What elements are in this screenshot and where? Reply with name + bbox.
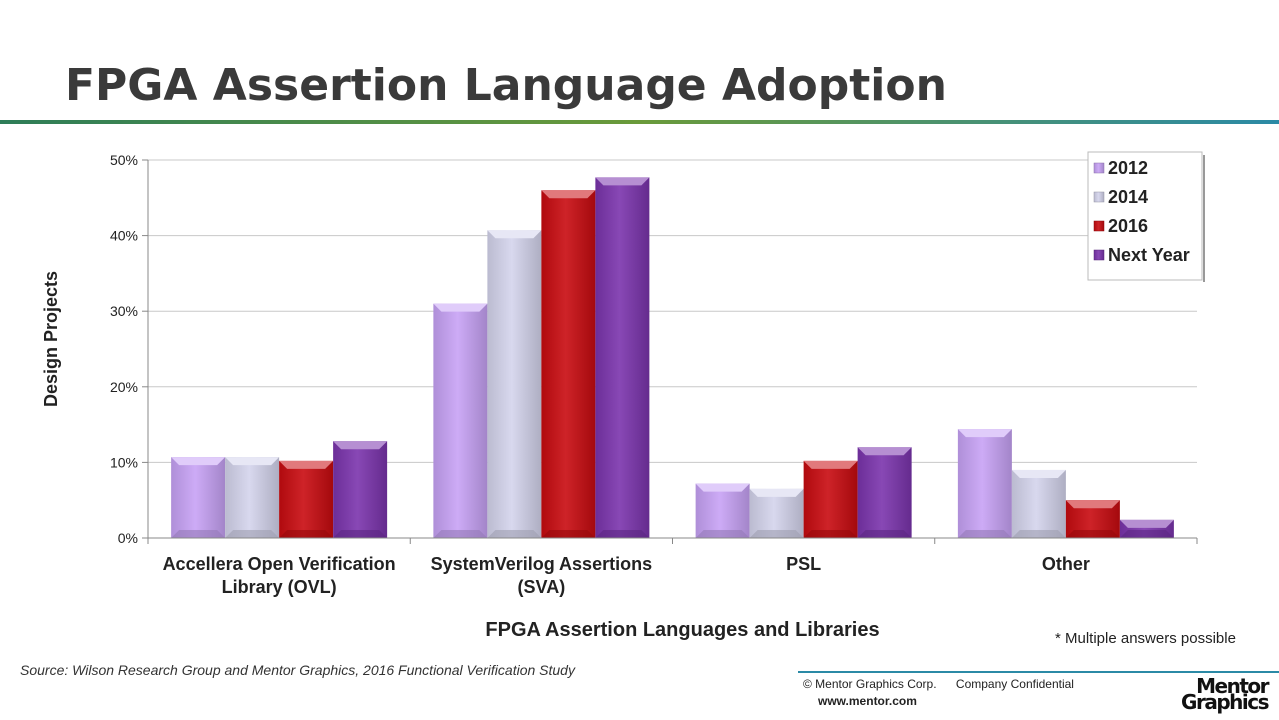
legend-swatch (1093, 220, 1105, 232)
legend-label: Next Year (1108, 245, 1190, 265)
source-citation: Source: Wilson Research Group and Mentor… (20, 662, 575, 678)
bar (433, 303, 488, 538)
bar (695, 483, 750, 538)
footnote: * Multiple answers possible (1055, 630, 1236, 647)
x-category-label: Library (OVL) (222, 577, 337, 597)
chart-legend: 2012 2014 2016 Next Year (1087, 151, 1205, 282)
copyright-line: © Mentor Graphics Corp. Company Confiden… (803, 677, 1090, 691)
y-tick-label: 30% (110, 303, 138, 319)
bar (803, 460, 858, 538)
bar (957, 429, 1012, 538)
y-tick-label: 40% (110, 228, 138, 244)
y-tick-label: 20% (110, 379, 138, 395)
bar (1119, 519, 1174, 538)
bar (1011, 469, 1066, 538)
x-axis-title: FPGA Assertion Languages and Libraries (485, 619, 879, 640)
legend-box (1087, 151, 1203, 281)
legend-item: 2012 (1093, 158, 1148, 178)
x-category-label: Other (1042, 554, 1090, 574)
legend-item: 2014 (1093, 187, 1148, 207)
x-category-label: SystemVerilog Assertions (431, 554, 652, 574)
logo-line-1: Mentor (1196, 674, 1269, 698)
logo-line-2: Graphics (1181, 690, 1269, 714)
bar (541, 190, 596, 539)
bar (171, 457, 226, 538)
bar (225, 457, 280, 538)
chart-bars (171, 177, 1174, 539)
x-category-label: PSL (786, 554, 821, 574)
legend-label: 2014 (1108, 187, 1148, 207)
x-category-label: (SVA) (518, 577, 566, 597)
bar (749, 488, 804, 538)
legend-swatch (1093, 191, 1105, 203)
legend-label: 2016 (1108, 216, 1148, 236)
y-tick-label: 10% (110, 454, 138, 470)
legend-item: Next Year (1093, 245, 1190, 265)
bar (487, 230, 542, 539)
slide-title: FPGA Assertion Language Adoption (65, 60, 947, 111)
chart-labels: 0% 10% 20% 30% 40% 50% Accellera Open Verifica… (41, 152, 1090, 640)
legend-swatch (1093, 249, 1105, 261)
legend-item: 2016 (1093, 216, 1148, 236)
y-tick-label: 50% (110, 152, 138, 168)
bar (1065, 500, 1120, 538)
chart-axes (142, 159, 1198, 544)
legend-label: 2012 (1108, 158, 1148, 178)
y-tick-label: 0% (118, 530, 138, 546)
legend-swatch (1093, 162, 1105, 174)
x-category-label: Accellera Open Verification (163, 554, 396, 574)
y-axis-title: Design Projects (41, 271, 61, 407)
bar (279, 460, 334, 538)
bar (857, 447, 912, 538)
bar (595, 177, 650, 538)
bar (333, 441, 388, 538)
copyright-text: © Mentor Graphics Corp. (803, 677, 937, 691)
bar-chart: 0% 10% 20% 30% 40% 50% Accellera Open Verifica… (41, 151, 1205, 640)
footer-divider (798, 671, 1279, 673)
title-divider (0, 120, 1279, 124)
website-link[interactable]: www.mentor.com (818, 694, 917, 708)
mentor-graphics-logo: Mentor Graphics (1168, 674, 1269, 714)
confidential-text: Company Confidential (955, 677, 1074, 691)
chart-gridlines (148, 159, 1197, 463)
